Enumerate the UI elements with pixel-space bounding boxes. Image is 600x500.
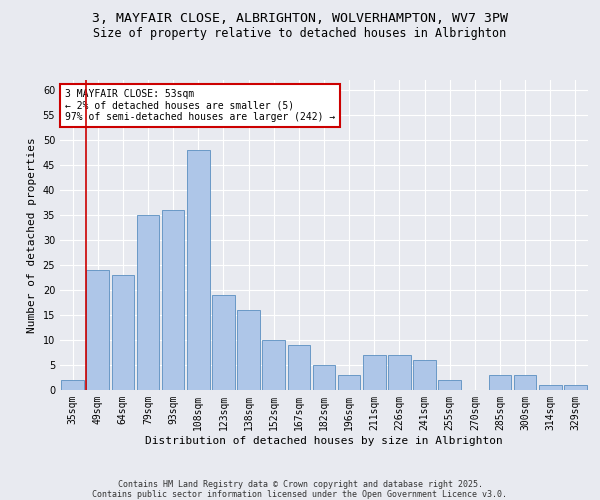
Bar (388, 355, 411, 390)
Bar (488, 375, 511, 390)
Bar (287, 345, 310, 390)
Bar (187, 150, 209, 390)
Text: 3 MAYFAIR CLOSE: 53sqm
← 2% of detached houses are smaller (5)
97% of semi-detac: 3 MAYFAIR CLOSE: 53sqm ← 2% of detached … (65, 90, 335, 122)
Bar (514, 375, 536, 390)
Bar (539, 385, 562, 390)
Bar (413, 360, 436, 390)
Bar (439, 380, 461, 390)
Bar (237, 310, 260, 390)
Bar (112, 275, 134, 390)
Text: Size of property relative to detached houses in Albrighton: Size of property relative to detached ho… (94, 28, 506, 40)
X-axis label: Distribution of detached houses by size in Albrighton: Distribution of detached houses by size … (145, 436, 503, 446)
Bar (313, 365, 335, 390)
Bar (137, 215, 160, 390)
Bar (86, 270, 109, 390)
Bar (363, 355, 386, 390)
Bar (212, 295, 235, 390)
Bar (61, 380, 84, 390)
Bar (162, 210, 184, 390)
Bar (564, 385, 587, 390)
Y-axis label: Number of detached properties: Number of detached properties (27, 137, 37, 333)
Text: 3, MAYFAIR CLOSE, ALBRIGHTON, WOLVERHAMPTON, WV7 3PW: 3, MAYFAIR CLOSE, ALBRIGHTON, WOLVERHAMP… (92, 12, 508, 26)
Bar (262, 340, 285, 390)
Bar (338, 375, 361, 390)
Text: Contains HM Land Registry data © Crown copyright and database right 2025.
Contai: Contains HM Land Registry data © Crown c… (92, 480, 508, 499)
